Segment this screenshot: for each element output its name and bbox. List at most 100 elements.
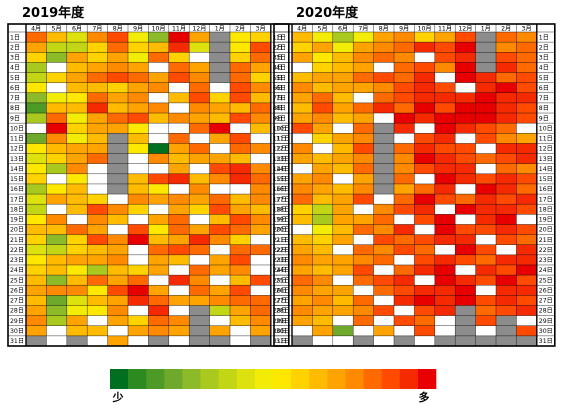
- heatmap-cell: [168, 133, 190, 144]
- heatmap-cell: [373, 123, 395, 134]
- row-label: 31日: [10, 338, 24, 345]
- heatmap-cell: [148, 275, 169, 286]
- heatmap-cell: [66, 315, 88, 326]
- heatmap-cell: [292, 285, 313, 296]
- heatmap-cell: [230, 254, 251, 266]
- heatmap-cell: [148, 204, 169, 215]
- heatmap-cell: [26, 102, 47, 114]
- heatmap-cell: [312, 92, 333, 104]
- row-label: 22日: [10, 247, 24, 254]
- row-label: 5日: [273, 75, 283, 82]
- heatmap-cell: [414, 52, 435, 63]
- heatmap-cell: [87, 204, 108, 215]
- heatmap-cell: [475, 295, 497, 306]
- heatmap-cell: [414, 295, 435, 306]
- heatmap-cell: [46, 204, 67, 215]
- heatmap-cell: [168, 234, 190, 245]
- heatmap-cell: [312, 143, 333, 154]
- heatmap-cell: [312, 183, 333, 195]
- heatmap-cell: [46, 153, 67, 164]
- heatmap-cell: [148, 214, 169, 225]
- heatmap-cell: [373, 153, 395, 164]
- row-label: 2日: [539, 44, 549, 51]
- row-label: 25日: [539, 277, 553, 284]
- heatmap-cell: [148, 133, 169, 144]
- heatmap-cell: [292, 102, 313, 114]
- heatmap-cell: [475, 325, 497, 337]
- heatmap-cell: [312, 325, 333, 337]
- heatmap-cell: [292, 123, 313, 134]
- heatmap-cell: [168, 92, 190, 104]
- heatmap-cell: [87, 113, 108, 124]
- row-label: 28日: [539, 308, 553, 315]
- heatmap-cell: [189, 133, 210, 144]
- heatmap-cell: [292, 325, 313, 337]
- heatmap-cell: [475, 305, 497, 316]
- heatmap-cell: [230, 285, 251, 296]
- heatmap-cell: [66, 264, 88, 276]
- heatmap-cell: [107, 173, 129, 185]
- heatmap-cell: [414, 315, 435, 326]
- heatmap-cell: [250, 254, 271, 266]
- heatmap-cell: [332, 194, 354, 205]
- heatmap-cell: [87, 234, 108, 245]
- heatmap-cell: [148, 264, 169, 276]
- heatmap-cell: [46, 133, 67, 144]
- heatmap-cell: [332, 285, 354, 296]
- heatmap-cell: [455, 82, 476, 93]
- row-label: 25日: [276, 277, 290, 284]
- heatmap-cell: [496, 92, 517, 104]
- heatmap-cell: [87, 305, 108, 316]
- heatmap-cell: [353, 143, 374, 154]
- row-label: 6日: [10, 85, 20, 92]
- column-label: 6月: [338, 25, 348, 32]
- heatmap-cell: [434, 295, 456, 306]
- color-legend: [110, 369, 437, 389]
- heatmap-cell: [312, 305, 333, 316]
- chart-title-2019: 2019年度: [22, 5, 85, 21]
- heatmap-cell: [230, 325, 251, 337]
- heatmap-cell: [26, 254, 47, 266]
- heatmap-cell: [87, 92, 108, 104]
- heatmap-cell: [455, 194, 476, 205]
- heatmap-cell: [209, 42, 231, 53]
- row-label: 23日: [539, 257, 553, 264]
- heatmap-cell: [475, 315, 497, 326]
- heatmap-cell: [394, 42, 415, 53]
- heatmap-cell: [332, 153, 354, 164]
- heatmap-cell: [414, 92, 435, 104]
- row-label: 17日: [276, 196, 290, 203]
- heatmap-cell: [66, 285, 88, 296]
- heatmap-cell: [189, 183, 210, 195]
- heatmap-cell: [414, 123, 435, 134]
- heatmap-cell: [46, 224, 67, 235]
- row-label: 12日: [10, 146, 24, 153]
- heatmap-cell: [87, 82, 108, 93]
- heatmap-cell: [148, 254, 169, 266]
- heatmap-cell: [26, 163, 47, 175]
- heatmap-cell: [107, 204, 129, 215]
- heatmap-cell: [475, 62, 497, 73]
- heatmap-cell: [209, 264, 231, 276]
- heatmap-cell: [312, 224, 333, 235]
- heatmap-cell: [250, 42, 271, 53]
- heatmap-cell: [373, 315, 395, 326]
- heatmap-cell: [148, 113, 169, 124]
- row-label: 30日: [273, 328, 287, 335]
- heatmap-cell: [516, 153, 537, 164]
- legend-swatch: [327, 369, 346, 389]
- heatmap-cell: [373, 244, 395, 256]
- heatmap-cell: [394, 153, 415, 164]
- heatmap-cell: [475, 285, 497, 296]
- row-label: 16日: [10, 186, 24, 193]
- heatmap-cell: [168, 113, 190, 124]
- heatmap-cell: [66, 82, 88, 93]
- row-label: 14日: [276, 166, 290, 173]
- column-label: 3月: [256, 25, 266, 32]
- row-label: 5日: [276, 75, 286, 82]
- heatmap-cell: [394, 183, 415, 195]
- heatmap-cell: [414, 244, 435, 256]
- heatmap-cell: [209, 275, 231, 286]
- heatmap-cell: [516, 285, 537, 296]
